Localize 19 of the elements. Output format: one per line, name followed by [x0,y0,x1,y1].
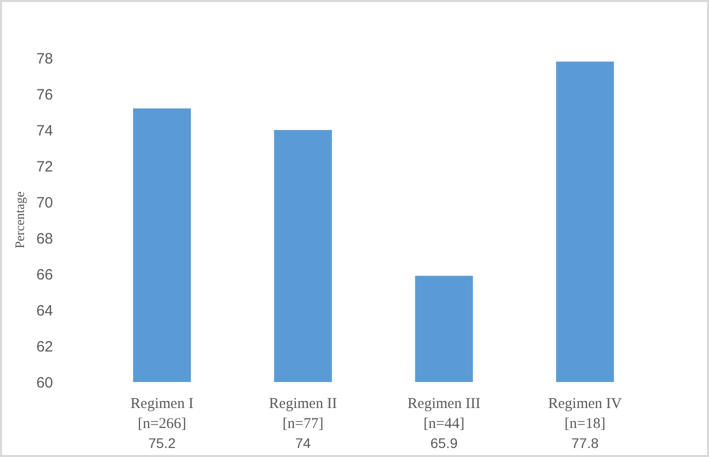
y-tick-label: 60 [36,374,53,392]
x-tick-label: Regimen I [n=266] [130,396,194,432]
y-tick-label: 78 [36,50,53,68]
x-tick-label: Regimen III [n=44] [408,396,480,432]
x-tick-label: Regimen II [n=77] [269,396,337,432]
data-label: 74 [295,435,311,451]
y-tick-label: 72 [36,158,53,176]
y-tick-label: 74 [36,122,53,140]
x-tick-label: Regimen IV [n=18] [548,396,622,432]
y-axis-title: Percentage [12,191,27,249]
y-tick-label: 62 [36,338,53,356]
y-tick-label: 64 [36,302,53,320]
y-tick-label: 76 [36,86,53,104]
y-tick-label: 68 [36,230,53,248]
y-tick-label: 66 [36,266,53,284]
data-label: 75.2 [148,435,176,451]
data-label: 65.9 [430,435,458,451]
y-tick-label: 70 [36,194,53,212]
data-label: 77.8 [571,435,599,451]
